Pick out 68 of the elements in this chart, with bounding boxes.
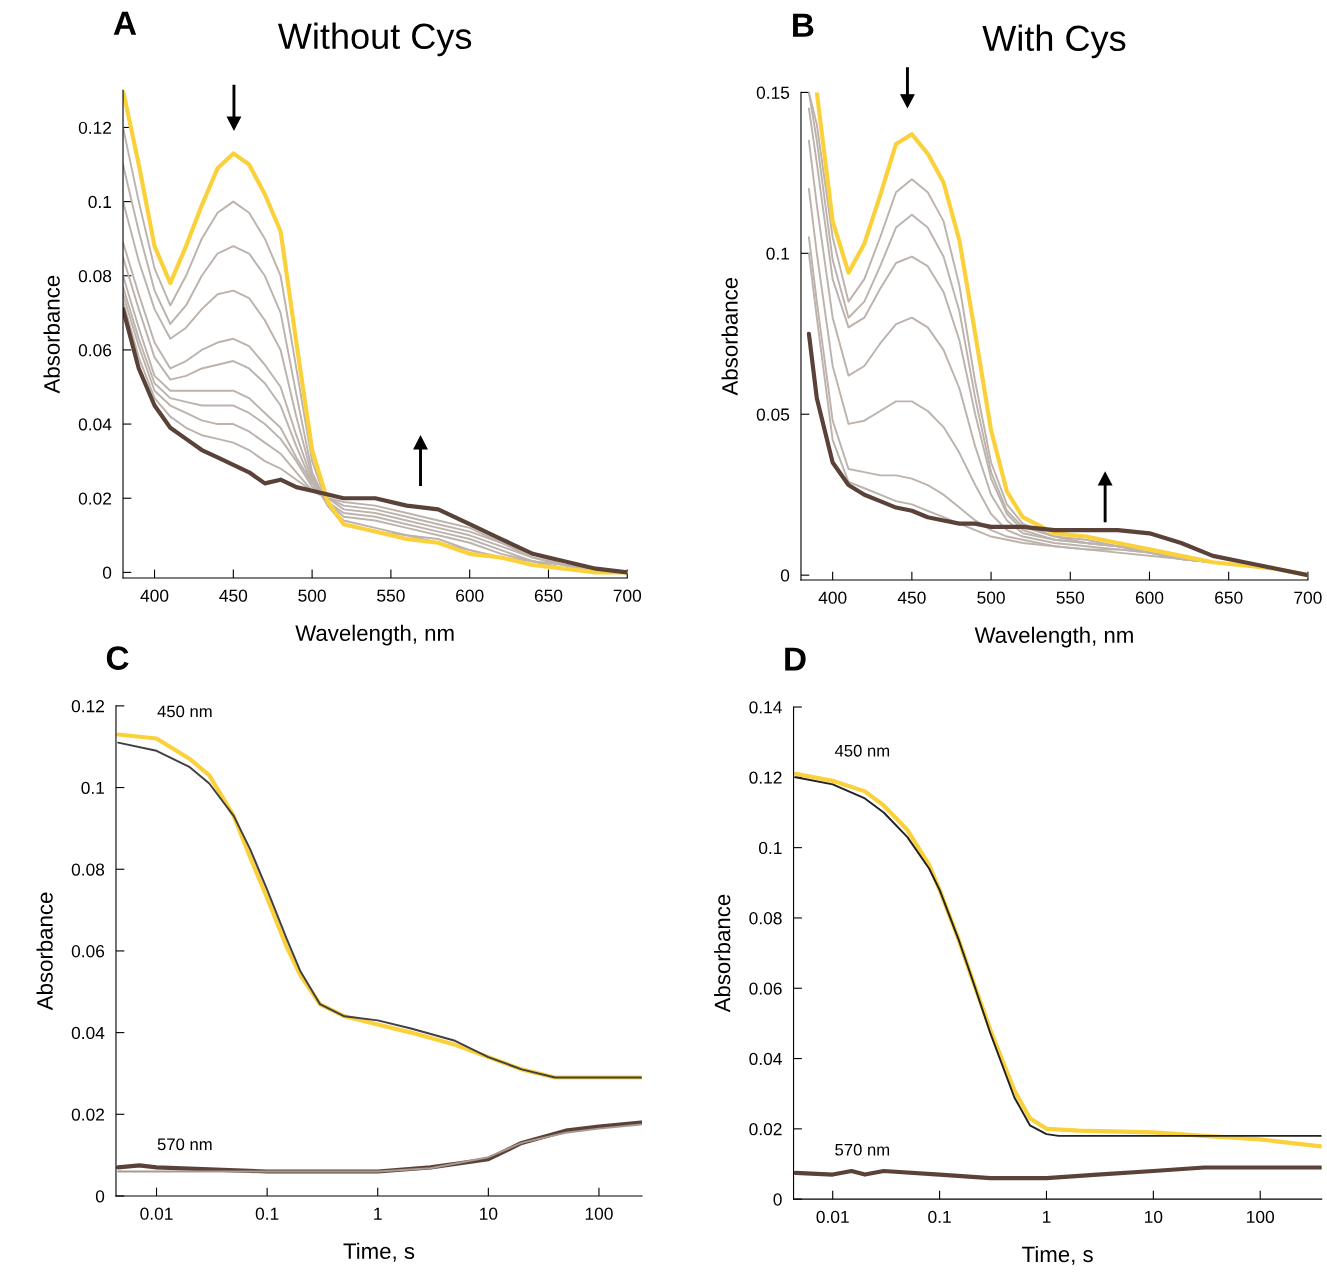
- text: C: [106, 646, 129, 670]
- y-axis-title: Absorbance: [714, 894, 731, 1013]
- chart-title: With Cys: [982, 24, 1126, 59]
- text: D: [785, 647, 806, 671]
- x-tick-label: 700: [1294, 591, 1322, 604]
- x-tick-label: 0.1: [255, 1207, 279, 1220]
- y-tick-label: 0.02: [71, 1108, 104, 1121]
- x-axis-title: Time, s: [1022, 1245, 1093, 1265]
- x-tick-label: 100: [585, 1207, 613, 1220]
- y-tick-label: 0.1: [88, 195, 112, 209]
- x-tick-label: 400: [140, 589, 169, 602]
- y-tick-label: 0: [780, 569, 790, 582]
- x-tick-label: 550: [377, 589, 405, 602]
- x-tick-label: 600: [456, 589, 484, 602]
- y-tick-label: 0.14: [749, 701, 782, 714]
- x-tick-label: 1: [1042, 1210, 1051, 1223]
- x-tick-label: 0.01: [816, 1210, 849, 1224]
- x-tick-label: 500: [977, 591, 1005, 604]
- x-tick-label: 650: [534, 589, 563, 602]
- series-label: 450 nm: [157, 705, 212, 718]
- y-tick-label: 0.12: [71, 700, 104, 713]
- chart-title: Without Cys: [277, 22, 472, 57]
- x-tick-label: 1: [374, 1207, 382, 1220]
- y-tick-label: 0.04: [78, 418, 112, 431]
- x-tick-label: 600: [1135, 591, 1164, 604]
- y-tick-label: 0: [95, 1190, 105, 1203]
- y-tick-label: 0: [773, 1193, 782, 1206]
- text: A: [113, 11, 137, 35]
- x-tick-label: 650: [1215, 591, 1243, 604]
- x-tick-label: 450: [897, 591, 926, 604]
- x-tick-label: 100: [1247, 1210, 1275, 1224]
- series-label: 450 nm: [834, 744, 890, 757]
- y-tick-label: 0.06: [71, 945, 105, 958]
- y-tick-label: 0.08: [749, 912, 782, 925]
- x-tick-label: 0.01: [140, 1207, 173, 1220]
- x-tick-label: 500: [298, 589, 326, 602]
- series-label: 570 nm: [157, 1138, 212, 1151]
- text: B: [793, 13, 814, 37]
- y-tick-label: 0.1: [81, 781, 105, 795]
- y-axis-title: Absorbance: [721, 277, 738, 396]
- y-tick-label: 0.02: [78, 492, 112, 505]
- y-axis-title: Absorbance: [43, 275, 60, 394]
- y-axis-title: Absorbance: [36, 892, 53, 1011]
- x-tick-label: 450: [219, 589, 248, 602]
- y-tick-label: 0.1: [766, 247, 790, 260]
- y-tick-label: 0.08: [78, 269, 112, 283]
- y-tick-label: 0.12: [78, 121, 112, 134]
- y-tick-label: 0.05: [756, 408, 790, 421]
- x-tick-label: 700: [613, 589, 642, 602]
- x-axis-title: Wavelength, nm: [295, 624, 454, 646]
- y-tick-label: 0.02: [749, 1123, 782, 1136]
- y-tick-label: 0.06: [749, 982, 782, 995]
- x-tick-label: 400: [818, 591, 847, 604]
- y-tick-label: 0.08: [71, 863, 105, 876]
- y-tick-label: 0.15: [756, 86, 790, 99]
- y-tick-label: 0.06: [78, 344, 112, 357]
- y-tick-label: 0.1: [758, 841, 782, 855]
- series-label: 570 nm: [835, 1143, 890, 1156]
- y-tick-label: 0.04: [71, 1026, 105, 1040]
- y-tick-label: 0.04: [749, 1052, 782, 1066]
- y-tick-label: 0: [102, 566, 112, 579]
- x-tick-label: 0.1: [928, 1210, 951, 1224]
- x-axis-title: Time, s: [343, 1242, 415, 1262]
- x-tick-label: 10: [480, 1207, 498, 1220]
- x-tick-label: 10: [1145, 1210, 1163, 1224]
- x-tick-label: 550: [1056, 591, 1085, 604]
- y-tick-label: 0.12: [749, 771, 782, 784]
- x-axis-title: Wavelength, nm: [974, 626, 1133, 648]
